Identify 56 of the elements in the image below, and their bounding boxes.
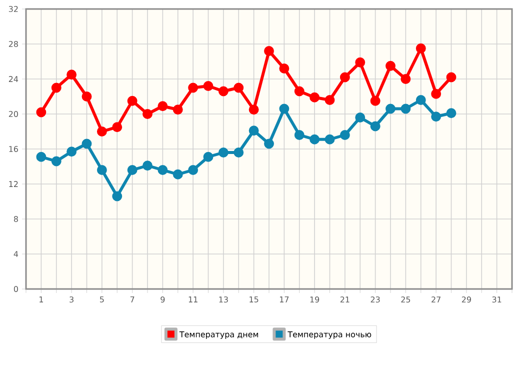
point [310,92,320,102]
point [248,104,259,115]
point [400,74,411,84]
point [355,112,366,122]
point [66,70,77,80]
point [82,138,92,149]
point [400,104,411,114]
point [112,191,122,202]
point [112,122,122,132]
point [82,92,92,102]
point [279,104,290,114]
point [158,165,168,175]
point [370,96,380,106]
point [416,95,426,105]
point [127,96,138,106]
point [340,130,350,140]
point [264,46,274,56]
point [203,152,214,162]
point [431,112,442,122]
point [370,121,380,132]
point [142,160,152,171]
point [188,82,198,93]
point [96,165,107,175]
point [294,86,304,96]
point [431,88,442,99]
point [324,95,335,105]
point [203,81,214,91]
point [248,126,259,136]
point [294,130,304,140]
point [355,57,366,68]
point [446,72,456,82]
point [142,109,152,119]
point [264,138,274,149]
point [172,169,183,180]
point [234,148,244,158]
point [51,82,62,93]
point [51,156,62,166]
point [324,134,335,144]
point [234,82,244,93]
point [188,165,198,175]
point [279,64,290,74]
point [310,134,320,144]
point [36,152,46,162]
point [416,43,426,54]
point [172,104,183,115]
point [96,126,107,136]
point [218,148,228,158]
point [66,146,77,157]
point [36,107,46,118]
point [386,60,396,71]
point [158,101,168,112]
point [218,86,228,96]
point [340,72,350,82]
point [386,104,396,114]
point [127,165,138,175]
point [446,108,456,118]
